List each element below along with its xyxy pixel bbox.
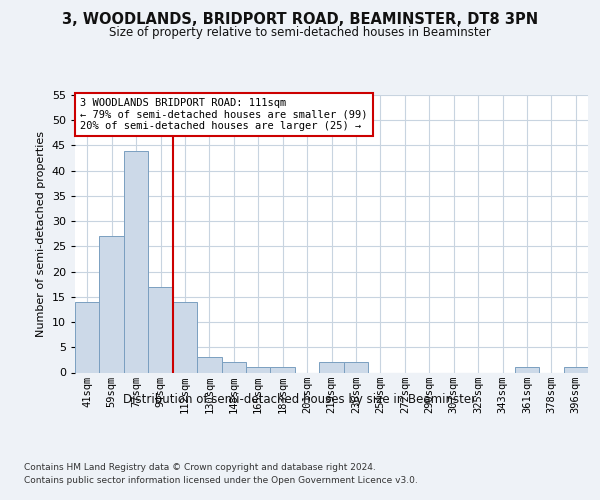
Text: 3 WOODLANDS BRIDPORT ROAD: 111sqm
← 79% of semi-detached houses are smaller (99): 3 WOODLANDS BRIDPORT ROAD: 111sqm ← 79% … (80, 98, 368, 131)
Bar (271, 368, 295, 372)
Bar (221, 362, 246, 372)
Text: Distribution of semi-detached houses by size in Beaminster: Distribution of semi-detached houses by … (124, 392, 476, 406)
Y-axis label: Number of semi-detached properties: Number of semi-detached properties (36, 130, 46, 337)
Text: Contains public sector information licensed under the Open Government Licence v3: Contains public sector information licen… (24, 476, 418, 485)
Bar (124, 150, 148, 372)
Bar (563, 368, 588, 372)
Bar (173, 302, 197, 372)
Bar (100, 236, 124, 372)
Bar (197, 358, 221, 372)
Bar (515, 368, 539, 372)
Bar (75, 302, 100, 372)
Text: Contains HM Land Registry data © Crown copyright and database right 2024.: Contains HM Land Registry data © Crown c… (24, 462, 376, 471)
Text: Size of property relative to semi-detached houses in Beaminster: Size of property relative to semi-detach… (109, 26, 491, 39)
Bar (246, 368, 271, 372)
Text: 3, WOODLANDS, BRIDPORT ROAD, BEAMINSTER, DT8 3PN: 3, WOODLANDS, BRIDPORT ROAD, BEAMINSTER,… (62, 12, 538, 28)
Bar (344, 362, 368, 372)
Bar (319, 362, 344, 372)
Bar (148, 286, 173, 372)
